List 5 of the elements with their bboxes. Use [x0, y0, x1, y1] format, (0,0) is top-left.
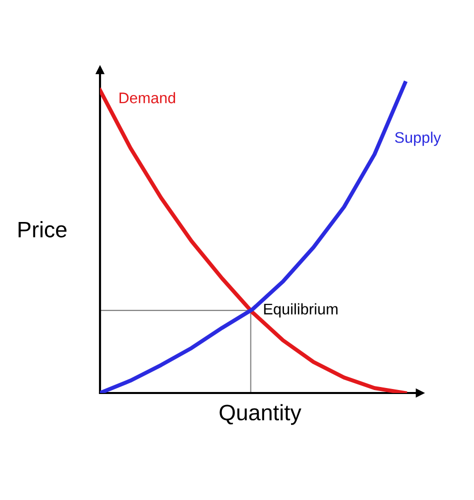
series-label: Demand — [120, 92, 176, 104]
series-label: Supply — [395, 132, 442, 146]
annotation: Equilibrium — [264, 303, 338, 318]
y-axis-title: Price — [18, 221, 66, 238]
x-axis-title: Quantity — [220, 404, 302, 425]
